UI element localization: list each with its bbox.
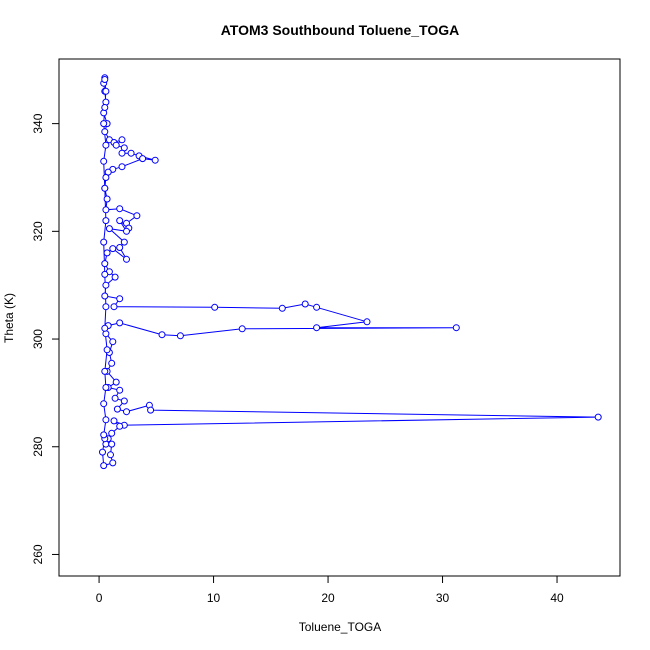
x-axis-label: Toluene_TOGA <box>299 620 382 634</box>
data-point <box>101 184 109 192</box>
data-point <box>151 156 159 164</box>
chart-title: ATOM3 Southbound Toluene_TOGA <box>221 22 460 38</box>
x-tick-label: 30 <box>436 591 450 605</box>
data-point <box>176 332 184 340</box>
data-point <box>102 174 110 181</box>
data-point <box>108 429 116 437</box>
data-point <box>111 273 119 281</box>
data-point <box>105 225 113 233</box>
data-point <box>116 244 124 251</box>
data-point <box>100 400 108 408</box>
data-point <box>113 405 121 413</box>
y-tick-label: 300 <box>31 329 45 349</box>
data-point <box>108 359 116 367</box>
data-point <box>363 318 371 326</box>
data-point <box>127 149 135 157</box>
data-point <box>118 163 126 171</box>
y-axis-label: Theta (K) <box>2 293 16 343</box>
data-point <box>238 325 246 333</box>
data-point <box>102 384 110 391</box>
data-point <box>100 120 108 128</box>
x-axis: 0 10 20 30 40 <box>96 575 564 605</box>
series-layer <box>99 74 602 470</box>
plot-frame <box>58 58 621 577</box>
data-point <box>100 157 108 165</box>
data-point <box>313 324 321 332</box>
data-point <box>100 462 108 470</box>
data-point <box>278 304 286 312</box>
data-point <box>103 346 111 354</box>
x-tick-label: 20 <box>321 591 335 605</box>
data-point <box>100 238 108 246</box>
data-point <box>102 416 110 424</box>
data-point <box>158 331 166 339</box>
y-tick-label: 320 <box>31 221 45 241</box>
data-point <box>102 281 110 289</box>
y-tick-label: 260 <box>31 544 45 564</box>
data-point <box>118 149 126 157</box>
series-line <box>101 77 599 467</box>
x-tick-label: 10 <box>207 591 221 605</box>
data-point <box>102 141 110 149</box>
data-point <box>116 319 124 327</box>
data-point <box>123 408 130 416</box>
data-point <box>101 367 109 375</box>
data-point <box>107 451 114 459</box>
data-point <box>118 136 126 144</box>
data-point <box>116 217 124 225</box>
data-point <box>147 406 155 414</box>
data-point <box>101 260 109 268</box>
data-point <box>133 212 141 220</box>
data-point <box>101 76 109 83</box>
data-point <box>101 292 109 300</box>
data-point <box>211 303 219 311</box>
data-point <box>116 386 124 394</box>
data-point <box>116 205 124 213</box>
data-point <box>99 448 106 456</box>
data-point <box>112 378 120 386</box>
data-point <box>112 141 120 149</box>
x-tick-label: 0 <box>96 591 103 605</box>
data-point <box>102 206 110 214</box>
data-point <box>120 397 128 405</box>
data-point <box>110 303 118 311</box>
data-point <box>102 217 110 225</box>
data-point <box>100 431 108 439</box>
data-point <box>139 155 147 163</box>
y-axis: 260 280 300 320 340 <box>31 113 60 564</box>
data-point <box>111 394 119 402</box>
data-point <box>123 227 130 235</box>
data-point <box>101 128 109 136</box>
data-point <box>452 324 460 332</box>
data-point <box>102 303 110 311</box>
data-point <box>102 87 110 95</box>
y-tick-label: 280 <box>31 436 45 456</box>
data-point <box>116 422 124 430</box>
data-point <box>103 249 111 257</box>
data-point <box>594 413 602 421</box>
data-point <box>120 238 128 246</box>
data-point <box>101 270 109 278</box>
y-tick-label: 340 <box>31 113 45 133</box>
data-point <box>301 300 309 308</box>
data-point <box>116 295 124 303</box>
data-point <box>101 324 109 332</box>
data-point <box>109 459 117 467</box>
data-point <box>109 338 117 346</box>
data-point <box>123 255 130 263</box>
data-point <box>110 417 118 425</box>
data-point <box>108 440 116 448</box>
data-point <box>313 303 321 311</box>
x-tick-label: 40 <box>550 591 564 605</box>
data-point <box>101 104 109 111</box>
data-point <box>109 245 117 253</box>
data-point <box>103 195 111 203</box>
